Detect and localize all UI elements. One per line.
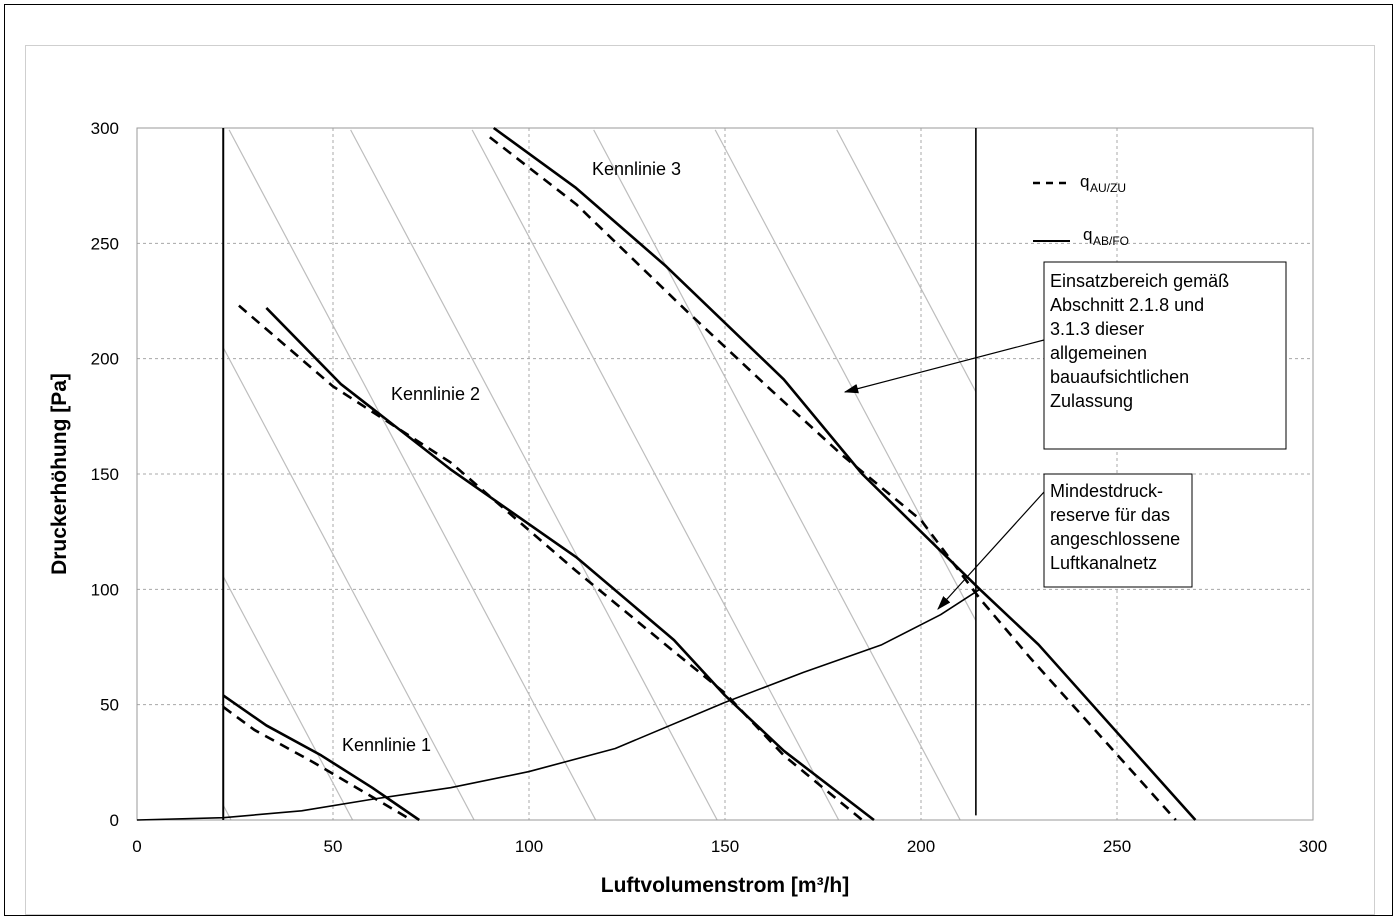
- legend-entry-1-sub: AU/ZU: [1090, 181, 1126, 195]
- annotation-1-line-3: 3.1.3 dieser: [1050, 319, 1144, 339]
- x-tick-label-1: 50: [324, 837, 343, 856]
- curve-label-3: Kennlinie 3: [592, 159, 681, 179]
- hatch-line: [222, 347, 475, 820]
- x-axis-title: Luftvolumenstrom [m³/h]: [601, 874, 849, 897]
- y-tick-label-1: 50: [100, 696, 119, 715]
- x-tick-label-4: 200: [907, 837, 935, 856]
- hatch-line: [471, 129, 840, 820]
- series-line-5: [492, 126, 1197, 821]
- hatch-line: [350, 129, 718, 820]
- hatch-line: [222, 576, 354, 820]
- operating-range-hatching: [222, 129, 977, 820]
- legend-entry-2-main: q: [1083, 225, 1092, 244]
- curve-label-2: Kennlinie 2: [391, 384, 480, 404]
- hatch-line: [593, 129, 961, 820]
- x-tick-label-3: 150: [711, 837, 739, 856]
- y-tick-label-5: 250: [91, 234, 119, 253]
- annotation-pressure-reserve: Mindestdruck- reserve für das angeschlos…: [937, 473, 1193, 610]
- hatch-line: [836, 129, 977, 393]
- annotation-1-line-5: bauaufsichtlichen: [1050, 367, 1189, 387]
- hatch-line: [228, 129, 597, 820]
- legend-entry-2-sub: AB/FO: [1093, 234, 1129, 248]
- legend: q AU/ZU q AB/FO: [1033, 172, 1129, 248]
- series-line-6: [489, 136, 1177, 821]
- y-tick-label-3: 150: [91, 465, 119, 484]
- x-tick-label-5: 250: [1103, 837, 1131, 856]
- series-line-3: [265, 307, 875, 822]
- x-tick-label-2: 100: [515, 837, 543, 856]
- annotation-box-1: [1043, 261, 1287, 450]
- y-axis-title: Druckerhöhung [Pa]: [48, 373, 71, 575]
- y-tick-label-4: 200: [91, 350, 119, 369]
- series-line-4: [238, 304, 864, 822]
- annotation-2-line-4: Luftkanalnetz: [1050, 553, 1157, 573]
- annotation-2-line-3: angeschlossene: [1050, 529, 1180, 549]
- annotation-2-arrow: [937, 491, 1045, 610]
- annotation-box-2: [1043, 473, 1193, 588]
- series-lines: [136, 126, 1197, 822]
- y-tick-label-2: 100: [91, 580, 119, 599]
- y-tick-label-6: 300: [91, 119, 119, 138]
- chart-area: [25, 45, 1375, 915]
- annotation-1-line-2: Abschnitt 2.1.8 und: [1050, 295, 1204, 315]
- legend-entry-1-main: q: [1080, 172, 1089, 191]
- x-tick-label-0: 0: [132, 837, 141, 856]
- annotation-1-line-1: Einsatzbereich gemäß: [1050, 271, 1229, 291]
- annotation-1-line-4: allgemeinen: [1050, 343, 1147, 363]
- tick-labels: 0 50 100 150 200 250 300 0 50 100 150 200 250 300: [91, 119, 1328, 856]
- annotation-2-line-1: Mindestdruck-: [1050, 481, 1163, 501]
- series-line-7: [136, 588, 981, 821]
- series-line-1: [222, 694, 420, 822]
- hatch-line: [714, 129, 977, 621]
- curve-label-1: Kennlinie 1: [342, 735, 431, 755]
- annotation-1-arrow: [843, 339, 1045, 394]
- boundary-lines: [222, 128, 977, 820]
- figure-frame: [4, 4, 1393, 916]
- annotation-1-line-6: Zulassung: [1050, 391, 1133, 411]
- plot-border: [136, 127, 1314, 821]
- y-tick-label-0: 0: [110, 811, 119, 830]
- annotation-2-line-2: reserve für das: [1050, 505, 1170, 525]
- x-tick-label-6: 300: [1299, 837, 1327, 856]
- series-line-2: [222, 705, 413, 822]
- annotation-operating-range: Einsatzbereich gemäß Abschnitt 2.1.8 und…: [843, 261, 1287, 450]
